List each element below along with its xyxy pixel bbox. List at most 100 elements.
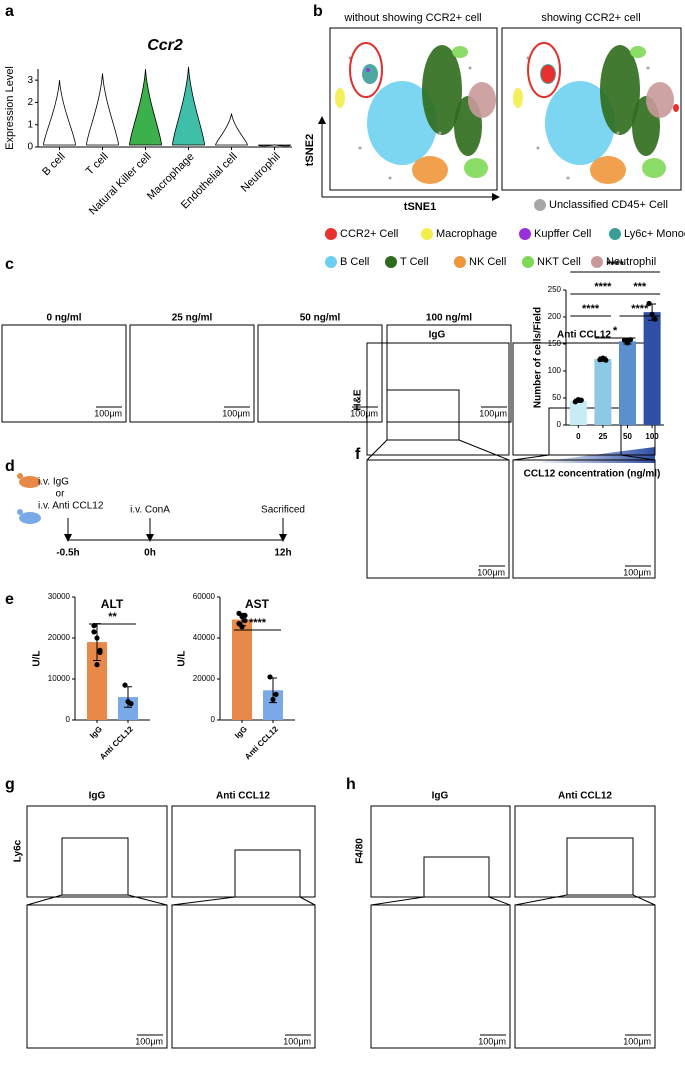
cluster	[541, 65, 555, 83]
cluster	[468, 82, 496, 118]
legend-swatch	[325, 228, 337, 240]
panel-letter: a	[5, 3, 14, 20]
legend-swatch	[519, 228, 531, 240]
cluster	[335, 88, 345, 108]
data-point	[94, 662, 100, 668]
legend-swatch	[522, 256, 534, 268]
bar	[87, 642, 107, 720]
panel-letter: c	[5, 256, 14, 273]
x-tick-label: T cell	[84, 151, 111, 178]
cluster	[367, 81, 437, 165]
scale-bar-label: 100μm	[479, 408, 507, 418]
label: Ly6c	[13, 839, 24, 862]
legend-swatch	[421, 228, 433, 240]
label: -0.5h	[56, 548, 79, 559]
x-tick-label: IgG	[88, 725, 104, 741]
label: showing CCR2+ cell	[541, 12, 640, 24]
scale-bar-label: 100μm	[350, 408, 378, 418]
label: IgG	[432, 791, 449, 802]
y-tick-label: 20000	[48, 633, 71, 642]
violin	[129, 68, 162, 146]
data-point	[273, 691, 279, 697]
chart-title: ALT	[101, 597, 124, 611]
scale-bar-label: 100μm	[623, 1036, 651, 1046]
violin	[172, 66, 205, 146]
cluster	[642, 158, 666, 178]
label: 12h	[274, 548, 291, 559]
y-axis-label: Number of cells/Field	[533, 307, 544, 408]
micrograph	[129, 324, 255, 423]
label: 50 ng/ml	[300, 313, 341, 324]
cluster	[366, 68, 370, 72]
x-tick-label: Anti CCL12	[243, 724, 280, 761]
y-tick-label: 3	[27, 75, 33, 86]
label: 25 ng/ml	[172, 313, 213, 324]
x-tick-label: 100	[645, 432, 659, 441]
data-point	[128, 701, 134, 707]
data-point	[242, 617, 248, 624]
panel-d-timeline	[17, 473, 287, 542]
unclassified-dot	[438, 131, 442, 135]
legend-swatch	[325, 256, 337, 268]
cluster	[590, 156, 626, 184]
cluster	[513, 88, 523, 108]
cluster	[412, 156, 448, 184]
panel-letter: h	[346, 776, 356, 793]
cluster	[422, 45, 462, 135]
x-tick-label: 0	[576, 432, 581, 441]
data-point	[646, 300, 652, 307]
legend-swatch	[385, 256, 397, 268]
label: Anti CCL12	[216, 791, 270, 802]
label: without showing CCR2+ cell	[343, 12, 481, 24]
data-point	[122, 682, 128, 688]
scale-bar-label: 100μm	[477, 567, 505, 577]
bar	[232, 619, 252, 720]
scale-bar-label: 100μm	[478, 1036, 506, 1046]
significance-label: ****	[631, 303, 649, 315]
cluster	[646, 82, 674, 118]
bar	[594, 359, 612, 425]
significance-label: ****	[607, 259, 625, 271]
label: H&E	[353, 389, 364, 410]
tsne-axes	[318, 27, 682, 201]
chart-title: Ccr2	[147, 37, 183, 54]
label: tSNE1	[404, 201, 436, 213]
unclassified-dot	[388, 176, 392, 180]
data-point	[242, 612, 248, 619]
label: Anti CCL12	[558, 791, 612, 802]
scale-bar-label: 100μm	[283, 1036, 311, 1046]
label: 100 ng/ml	[426, 313, 472, 324]
violin	[215, 113, 248, 146]
bar	[263, 690, 283, 720]
cluster	[464, 158, 488, 178]
significance-label: ****	[249, 617, 267, 629]
panel-letter: e	[5, 591, 14, 608]
data-point	[603, 357, 609, 363]
significance-label: ****	[594, 281, 612, 293]
violin	[43, 80, 76, 146]
label: Anti CCL12	[557, 330, 611, 341]
legend-swatch	[609, 228, 621, 240]
cluster	[673, 104, 679, 112]
cluster	[600, 45, 640, 135]
data-point	[97, 649, 103, 655]
cluster	[452, 46, 468, 58]
legend-swatch	[534, 199, 546, 211]
label: 0h	[144, 548, 156, 559]
x-axis-label: CCL12 concentration (ng/ml)	[524, 469, 661, 480]
data-point	[94, 635, 100, 641]
legend-label: T Cell	[400, 256, 429, 268]
data-point	[578, 397, 584, 403]
x-tick-label: IgG	[233, 725, 249, 741]
unclassified-dot	[646, 66, 650, 70]
data-point	[239, 624, 245, 630]
highlight-circle	[527, 42, 561, 98]
legend-label: Neutrophil	[606, 256, 656, 268]
x-tick-label: 50	[623, 432, 632, 441]
scale-bar-label: 100μm	[94, 408, 122, 418]
bar	[569, 400, 587, 425]
cluster	[362, 64, 378, 84]
label: IgG	[89, 791, 106, 802]
y-axis-label: U/L	[32, 650, 43, 666]
